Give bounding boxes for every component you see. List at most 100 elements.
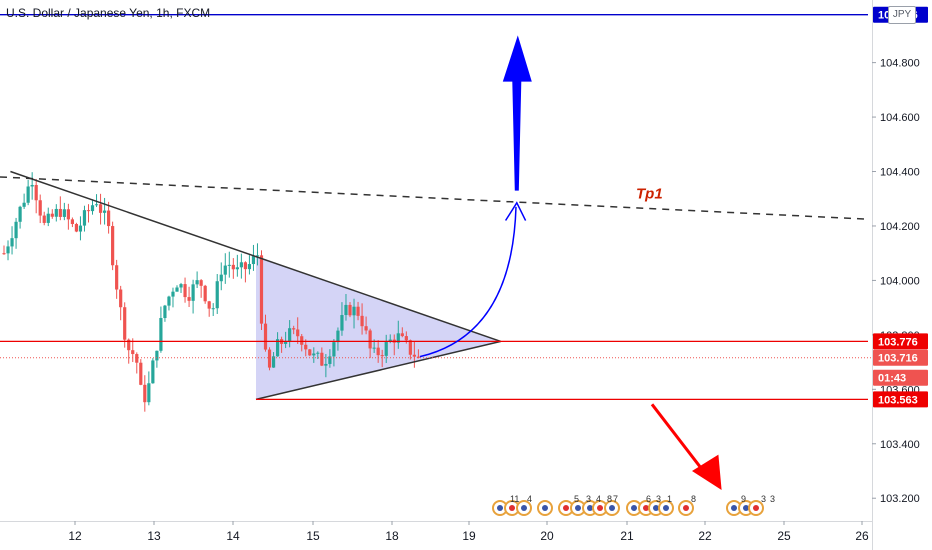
event-icon-center [575, 505, 581, 511]
candle-body [34, 184, 38, 201]
candle-body [183, 284, 187, 298]
candle-body [380, 355, 384, 357]
candle-body [408, 340, 412, 355]
price-label-text: 103.776 [878, 336, 918, 348]
event-count-label: 3 [656, 494, 661, 504]
candle-body [384, 341, 388, 356]
upper-triangle-line [10, 170, 502, 343]
candle-body [70, 219, 74, 225]
big-up-arrow [502, 35, 532, 191]
candle-body [332, 342, 336, 357]
candle-body [50, 213, 54, 217]
big-down-arrow-head [692, 454, 722, 491]
time-tick-label: 19 [462, 529, 476, 543]
price-label-text: 01:43 [878, 373, 906, 385]
currency-button[interactable]: JPY [888, 6, 916, 24]
lower-triangle-line [255, 340, 501, 401]
price-tick-label: 104.000 [880, 275, 920, 287]
price-axis: 103.200103.400103.600103.800104.000104.2… [872, 0, 932, 550]
candle-body [58, 208, 62, 217]
event-icon-center [631, 505, 637, 511]
event-count-label: 1 [667, 494, 672, 504]
candle-body [163, 305, 167, 319]
event-count-label: 8 [607, 494, 612, 504]
candle-body [211, 308, 215, 310]
candle-body [263, 323, 268, 350]
time-tick-label: 13 [147, 529, 161, 543]
price-tick-label: 104.600 [880, 112, 920, 124]
candle-body [396, 333, 400, 343]
candle-body [324, 363, 328, 366]
price-label-text: 103.563 [878, 394, 918, 406]
candle-body [86, 210, 91, 212]
price-label-bg [873, 369, 928, 386]
candle-body [54, 208, 58, 217]
candle-body [352, 306, 356, 316]
time-tick-label: 12 [68, 529, 82, 543]
symbol-title: U.S. Dollar / Japanese Yen, 1h, FXCM [6, 6, 211, 20]
candle-body [271, 356, 276, 368]
candle-body [46, 213, 50, 223]
candle-body [14, 221, 18, 239]
candle-body [107, 210, 111, 227]
price-label-bg [873, 391, 928, 408]
price-tick-label: 104.200 [880, 221, 920, 233]
event-icon-center [542, 505, 548, 511]
candle-body [308, 349, 312, 356]
candle-body [82, 210, 87, 226]
price-label-box: 103.716 [873, 349, 928, 366]
time-tick-label: 26 [855, 529, 869, 543]
candle-body [26, 186, 30, 203]
candle-body [336, 330, 340, 343]
price-tick-label: 103.400 [880, 439, 920, 451]
time-tick-label: 15 [306, 529, 320, 543]
event-count-label: 6 [646, 494, 651, 504]
candle-body [18, 206, 22, 222]
candle-body [2, 253, 6, 255]
event-icon-center [563, 505, 569, 511]
time-tick-label: 21 [620, 529, 634, 543]
price-tick-label: 104.800 [880, 58, 920, 70]
candle-body [344, 304, 348, 316]
candle-body [348, 304, 352, 316]
candle-body [360, 315, 364, 327]
curved-arrow-head [504, 201, 527, 221]
price-label-bg [873, 349, 928, 366]
candle-body [235, 267, 239, 270]
candle-body [151, 360, 155, 384]
candle-body [267, 349, 272, 368]
candle-body [368, 330, 372, 349]
candle-body [42, 215, 46, 223]
candle-body [102, 210, 107, 213]
candle-body [312, 353, 316, 356]
candle-body [255, 255, 260, 257]
candle-body [292, 328, 296, 330]
candle-body [356, 306, 360, 316]
candle-body [247, 264, 252, 270]
candle-body [94, 204, 99, 206]
event-icon-center [597, 505, 603, 511]
event-icon-center [743, 505, 749, 511]
candle-body [10, 238, 14, 247]
candle-body [90, 205, 95, 212]
candle-body [207, 301, 211, 309]
event-count-label: 9 [741, 494, 746, 504]
candle-body [123, 307, 127, 340]
candle-body [30, 184, 34, 187]
candle-body [284, 341, 288, 344]
event-count-label: 3 [761, 494, 766, 504]
candle-body [143, 384, 147, 403]
candle-body [251, 255, 256, 265]
candles [2, 172, 420, 412]
time-tick-label: 22 [698, 529, 712, 543]
event-markers: 11 4 5 3 4 8 7 6 3 1 8 9 3 3 [492, 494, 775, 516]
event-count-label: 3 [586, 494, 591, 504]
event-count-label: 11 [510, 494, 519, 504]
triangle-fill [256, 256, 501, 400]
event-count-label: 5 [574, 494, 579, 504]
candle-body [6, 246, 10, 254]
candle-body [22, 202, 26, 207]
candle-body [187, 297, 191, 301]
candle-body [316, 352, 320, 354]
